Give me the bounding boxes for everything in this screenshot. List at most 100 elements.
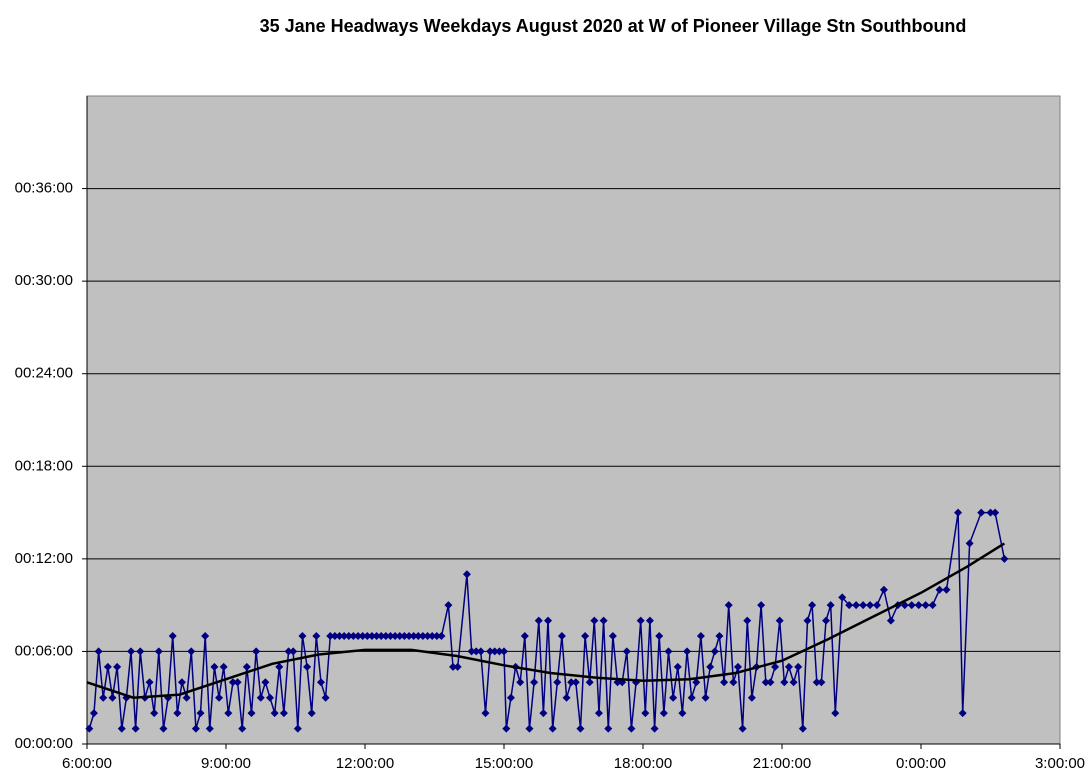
data-point	[405, 632, 414, 640]
data-point	[599, 616, 608, 625]
data-point	[557, 632, 566, 640]
data-point	[444, 601, 453, 610]
data-point	[831, 709, 840, 718]
data-point	[279, 709, 288, 718]
data-point	[363, 632, 372, 640]
data-point	[859, 601, 868, 610]
data-point	[486, 647, 495, 656]
data-point	[266, 693, 275, 702]
data-point	[733, 662, 742, 671]
y-tick-label: 00:00:00	[15, 735, 73, 752]
data-point	[182, 693, 191, 702]
y-tick-label: 00:36:00	[15, 180, 73, 197]
data-point	[539, 709, 548, 718]
data-point	[247, 709, 256, 718]
data-point	[886, 616, 895, 625]
data-point	[812, 678, 821, 687]
data-point	[701, 693, 710, 702]
data-point	[256, 693, 265, 702]
data-point	[307, 709, 316, 718]
data-point	[335, 632, 344, 640]
data-point	[215, 693, 224, 702]
data-point	[928, 601, 937, 610]
data-point	[991, 508, 1000, 517]
x-tick-label: 15:00:00	[475, 755, 533, 772]
y-tick-label: 00:12:00	[15, 550, 73, 567]
y-tick-label: 00:24:00	[15, 365, 73, 382]
data-point	[789, 678, 798, 687]
data-point	[495, 647, 504, 656]
data-point	[724, 601, 733, 610]
data-point	[136, 647, 145, 656]
data-point	[710, 647, 719, 656]
data-point	[838, 593, 847, 602]
data-point	[548, 724, 557, 733]
data-point	[481, 709, 490, 718]
data-point	[395, 632, 404, 640]
data-point	[784, 662, 793, 671]
data-point	[696, 632, 705, 640]
data-point	[89, 709, 98, 718]
data-point	[372, 632, 381, 640]
data-point	[154, 647, 163, 656]
data-point	[113, 662, 122, 671]
data-point	[525, 724, 534, 733]
data-point	[344, 632, 353, 640]
data-point	[224, 709, 233, 718]
data-point	[706, 662, 715, 671]
data-point	[808, 601, 817, 610]
y-tick-label: 00:30:00	[15, 272, 73, 289]
data-point	[298, 632, 307, 640]
data-point	[775, 616, 784, 625]
data-point	[879, 585, 888, 594]
data-point	[645, 616, 654, 625]
data-point	[650, 724, 659, 733]
data-point	[252, 647, 261, 656]
data-point	[219, 662, 228, 671]
data-point	[673, 662, 682, 671]
data-point	[977, 508, 986, 517]
data-point	[500, 647, 508, 656]
data-point	[852, 601, 861, 610]
data-point	[567, 678, 576, 687]
data-point	[330, 632, 339, 640]
data-point	[655, 632, 664, 640]
data-point	[293, 724, 302, 733]
data-point	[747, 693, 756, 702]
data-point	[414, 632, 423, 640]
data-point	[472, 647, 481, 656]
data-point	[381, 632, 390, 640]
chart-title: 35 Jane Headways Weekdays August 2020 at…	[260, 16, 967, 36]
data-point	[196, 709, 205, 718]
data-point	[127, 647, 136, 656]
data-point	[201, 632, 210, 640]
data-point	[103, 662, 112, 671]
data-point	[534, 616, 543, 625]
data-point	[210, 662, 219, 671]
data-point	[409, 632, 418, 640]
data-point	[594, 709, 603, 718]
data-point	[367, 632, 376, 640]
data-point	[476, 647, 485, 656]
data-point	[453, 662, 462, 671]
data-point	[608, 632, 617, 640]
data-point	[145, 678, 154, 687]
data-point	[502, 724, 511, 733]
data-point	[659, 709, 668, 718]
data-point	[942, 585, 951, 594]
data-point	[914, 601, 923, 610]
data-point	[437, 632, 446, 640]
data-point	[872, 601, 881, 610]
data-point	[669, 693, 678, 702]
data-point	[312, 632, 321, 640]
data-point	[228, 678, 237, 687]
data-point	[683, 647, 692, 656]
data-point	[986, 508, 995, 517]
data-point	[794, 662, 803, 671]
data-point	[284, 647, 293, 656]
x-tick-label: 6:00:00	[62, 755, 112, 772]
data-point	[423, 632, 432, 640]
data-point	[168, 632, 177, 640]
data-point	[935, 585, 944, 594]
